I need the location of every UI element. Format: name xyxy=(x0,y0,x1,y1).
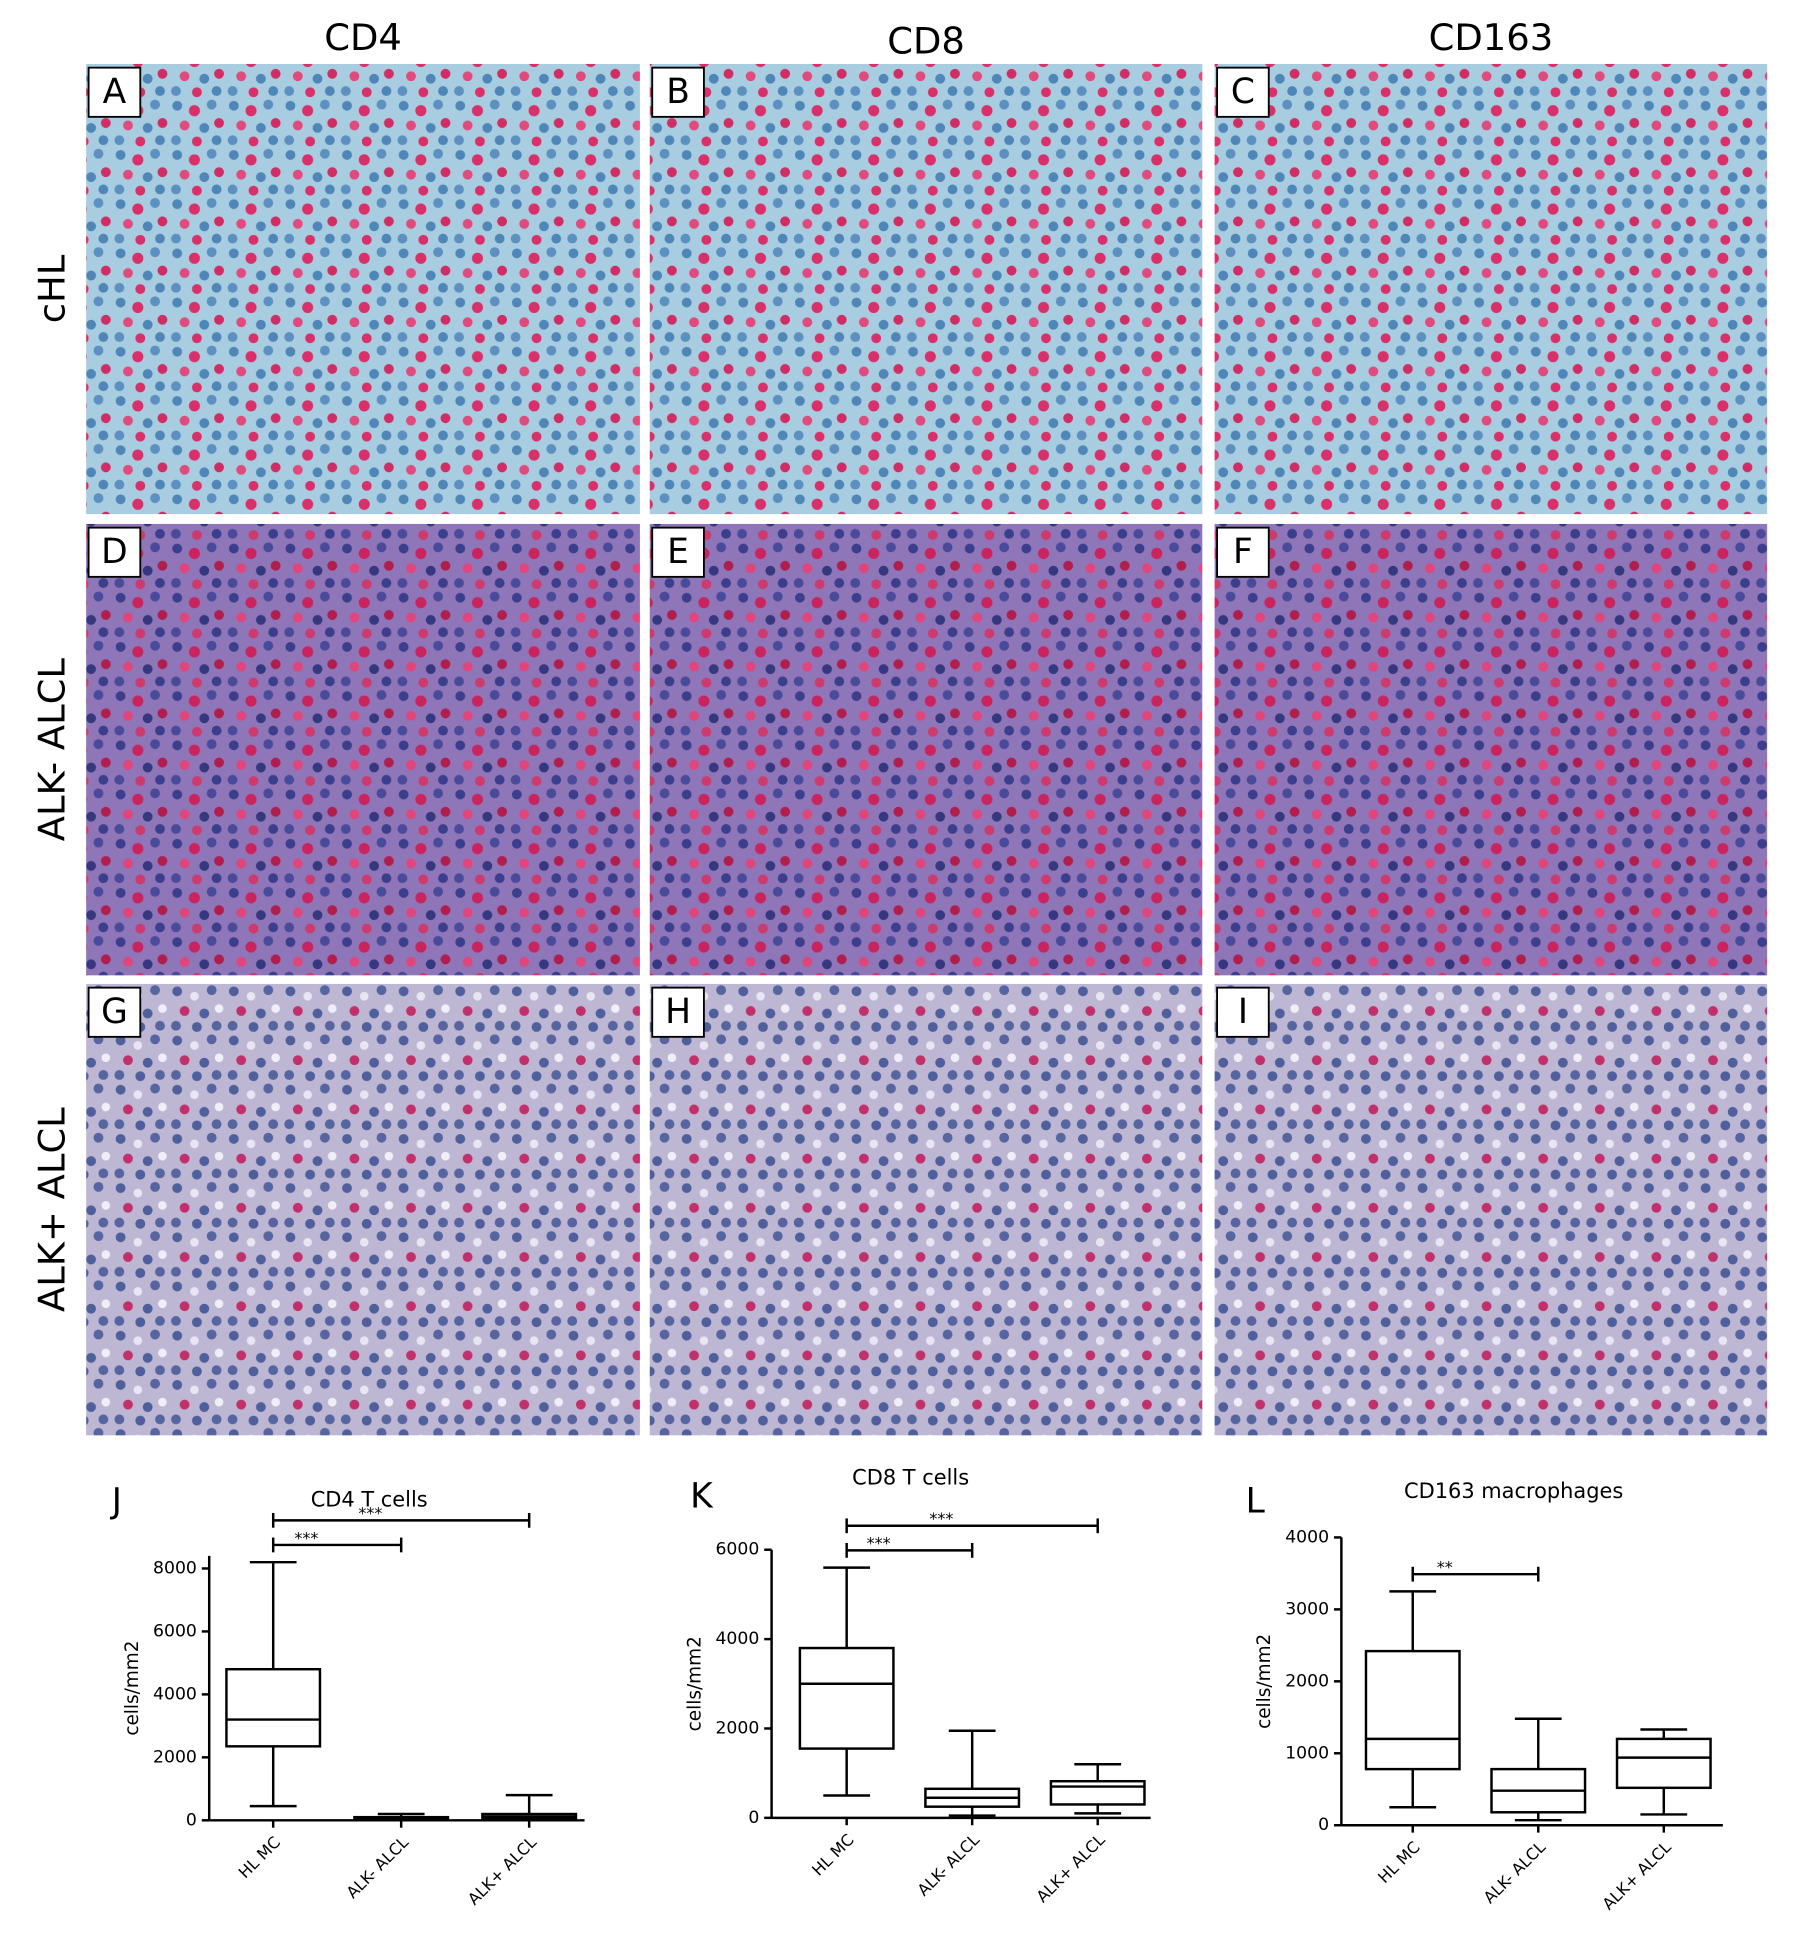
micrograph xyxy=(86,63,640,515)
y-tick-label: 4000 xyxy=(715,1629,759,1649)
column-header: CD8 xyxy=(887,20,965,63)
significance-label: ** xyxy=(1437,1558,1453,1577)
panel-letter: C xyxy=(1231,72,1255,112)
panel-letter: E xyxy=(667,532,689,572)
y-tick-label: 0 xyxy=(186,1810,197,1830)
panel-letter-box xyxy=(1216,526,1270,578)
y-tick-label: 0 xyxy=(748,1808,759,1828)
micrograph xyxy=(649,983,1203,1436)
chart-title: CD4 T cells xyxy=(311,1488,428,1512)
y-tick-label: 3000 xyxy=(1285,1599,1329,1619)
panel-letter: K xyxy=(690,1477,714,1517)
panel-letter-box xyxy=(87,986,142,1038)
panel-letter: A xyxy=(103,72,127,112)
row-label: ALK- ALCL xyxy=(31,658,74,842)
panel-letter-box xyxy=(1216,66,1270,118)
y-tick-label: 2000 xyxy=(1285,1671,1329,1691)
panel-letter: L xyxy=(1246,1481,1265,1521)
significance-label: *** xyxy=(294,1528,318,1547)
panel-letter-box xyxy=(1216,986,1270,1038)
micrograph xyxy=(86,523,640,976)
x-tick-label: ALK+ ALCL xyxy=(1599,1837,1675,1913)
panel-letter: G xyxy=(101,992,128,1032)
micrograph xyxy=(649,523,1203,976)
x-tick-label: ALK- ALCL xyxy=(914,1830,984,1900)
box xyxy=(798,1646,895,1750)
box xyxy=(1049,1779,1146,1806)
box xyxy=(1615,1737,1712,1790)
column-header: CD4 xyxy=(324,16,402,59)
micrograph xyxy=(1214,983,1768,1436)
y-tick-label: 1000 xyxy=(1285,1743,1329,1763)
x-tick-label: HL MC xyxy=(1374,1837,1423,1886)
panel-letter: J xyxy=(110,1481,122,1521)
micrograph xyxy=(649,63,1203,515)
box xyxy=(1364,1649,1461,1771)
y-tick-label: 6000 xyxy=(715,1540,759,1560)
chart-title: CD163 macrophages xyxy=(1404,1479,1623,1503)
x-tick-label: HL MC xyxy=(235,1833,284,1882)
chart-title: CD8 T cells xyxy=(852,1465,969,1489)
panel-letter: D xyxy=(101,532,128,572)
y-tick-label: 8000 xyxy=(153,1558,197,1578)
micrograph xyxy=(86,983,640,1436)
panel-letter-box xyxy=(87,526,142,578)
y-tick-label: 4000 xyxy=(1285,1527,1329,1547)
significance-label: *** xyxy=(867,1534,891,1553)
row-label: cHL xyxy=(31,254,74,323)
x-tick-label: HL MC xyxy=(808,1830,857,1879)
significance-label: *** xyxy=(358,1504,382,1523)
panel-letter: H xyxy=(665,992,691,1032)
panel-letter: B xyxy=(666,72,690,112)
micrograph xyxy=(1214,523,1768,976)
micrograph xyxy=(1214,63,1768,515)
x-tick-label: ALK- ALCL xyxy=(1480,1837,1550,1907)
panel-letter: F xyxy=(1233,532,1253,572)
y-tick-label: 2000 xyxy=(715,1718,759,1738)
y-tick-label: 2000 xyxy=(153,1747,197,1767)
x-tick-label: ALK+ ALCL xyxy=(464,1833,540,1909)
panel-letter-box xyxy=(651,526,705,578)
row-label: ALK+ ALCL xyxy=(31,1107,74,1312)
x-tick-label: ALK- ALCL xyxy=(343,1833,413,1903)
panel-letter-box xyxy=(651,986,705,1038)
column-header: CD163 xyxy=(1429,16,1554,59)
panel-letter-box xyxy=(651,66,705,118)
y-axis-label: cells/mm2 xyxy=(1254,1634,1275,1729)
significance-label: *** xyxy=(929,1509,953,1528)
y-axis-label: cells/mm2 xyxy=(684,1636,705,1731)
y-axis-label: cells/mm2 xyxy=(122,1641,143,1736)
box xyxy=(225,1667,322,1748)
y-tick-label: 0 xyxy=(1318,1815,1329,1835)
x-tick-label: ALK+ ALCL xyxy=(1032,1830,1108,1906)
panel-letter: I xyxy=(1238,992,1248,1032)
panel-letter-box xyxy=(87,66,142,118)
y-tick-label: 6000 xyxy=(153,1621,197,1641)
y-tick-label: 4000 xyxy=(153,1684,197,1704)
